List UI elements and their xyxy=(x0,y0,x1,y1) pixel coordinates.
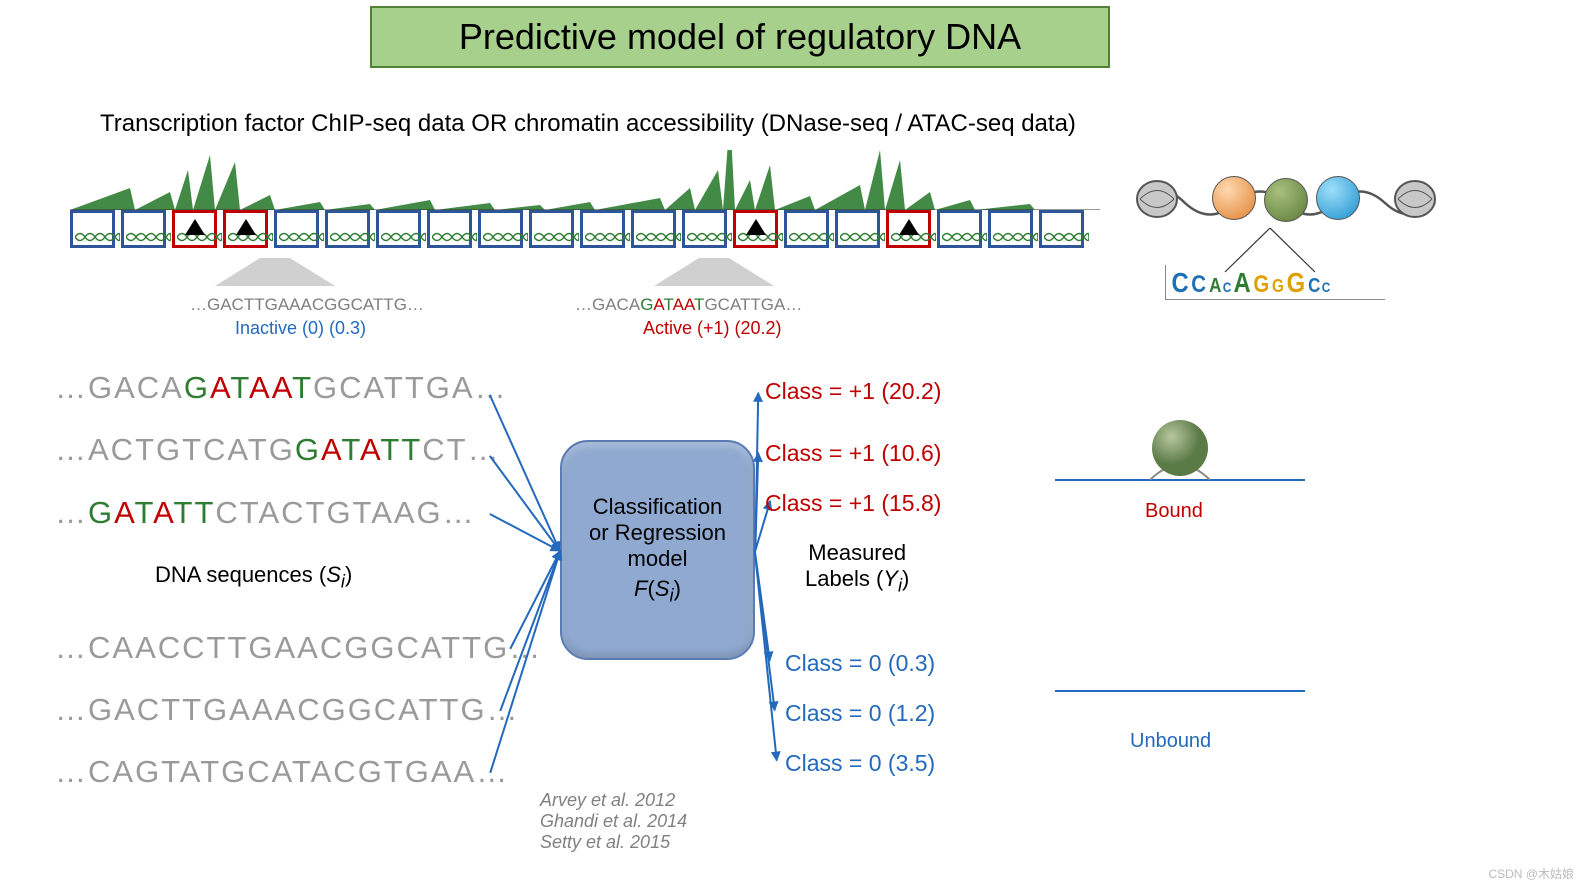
track-box xyxy=(937,210,982,248)
model-line2: or Regression xyxy=(589,520,726,546)
model-line3: model xyxy=(589,546,726,572)
tf-ball-1 xyxy=(1212,176,1256,220)
measured-labels: Measured Labels (Yi) xyxy=(805,540,909,596)
track-box xyxy=(733,210,778,248)
tf-ball-3 xyxy=(1316,176,1360,220)
sequence-negative: …CAGTATGCATACGTGAA… xyxy=(55,754,509,790)
track-box xyxy=(274,210,319,248)
class-negative: Class = 0 (3.5) xyxy=(785,750,935,777)
track-box xyxy=(427,210,472,248)
model-line1: Classification xyxy=(589,494,726,520)
track-box xyxy=(784,210,829,248)
track-box xyxy=(376,210,421,248)
watermark: CSDN @木姑娘 xyxy=(1488,865,1574,882)
track-box xyxy=(682,210,727,248)
sequence-positive: …ACTGTCATGGATATTCT… xyxy=(55,432,501,468)
arrow-in xyxy=(490,513,561,551)
inactive-label: Inactive (0) (0.3) xyxy=(235,318,366,339)
bound-label: Bound xyxy=(1145,500,1203,523)
track-box xyxy=(172,210,217,248)
model-formula: F(Si) xyxy=(589,576,726,606)
active-region-seq: …GACAGATAATGCATTGA… xyxy=(575,295,802,315)
model-box: Classification or Regression model F(Si) xyxy=(560,440,755,660)
peak-marker-icon xyxy=(185,219,205,235)
track-box xyxy=(223,210,268,248)
dna-sequences-label: DNA sequences (Si) xyxy=(155,562,352,592)
active-label: Active (+1) (20.2) xyxy=(643,318,782,339)
track-box xyxy=(1039,210,1084,248)
bound-diagram xyxy=(1050,410,1310,505)
track-boxes xyxy=(70,210,1084,248)
class-positive: Class = +1 (20.2) xyxy=(765,378,941,405)
track-subtitle: Transcription factor ChIP-seq data OR ch… xyxy=(100,110,1076,138)
sequence-negative: …GACTTGAAACGGCATTG… xyxy=(55,692,520,728)
sequence-positive: …GATATTCTACTGTAAG… xyxy=(55,495,476,531)
track-box xyxy=(478,210,523,248)
genomic-track xyxy=(70,150,1100,250)
class-negative: Class = 0 (1.2) xyxy=(785,700,935,727)
track-box xyxy=(70,210,115,248)
page-title: Predictive model of regulatory DNA xyxy=(370,6,1110,68)
cone-inactive xyxy=(215,258,335,286)
cone-active xyxy=(654,258,774,286)
signal-plot xyxy=(70,150,1100,210)
peak-marker-icon xyxy=(899,219,919,235)
class-positive: Class = +1 (15.8) xyxy=(765,490,941,517)
unbound-label: Unbound xyxy=(1130,730,1211,753)
arrow-in xyxy=(489,455,560,551)
track-box xyxy=(529,210,574,248)
sequence-positive: …GACAGATAATGCATTGA… xyxy=(55,370,508,406)
track-box xyxy=(835,210,880,248)
references: Arvey et al. 2012Ghandi et al. 2014Setty… xyxy=(540,790,687,853)
peak-marker-icon xyxy=(746,219,766,235)
track-box xyxy=(121,210,166,248)
class-negative: Class = 0 (0.3) xyxy=(785,650,935,677)
sequence-logo: CCACAGGGCC xyxy=(1165,265,1385,300)
track-box xyxy=(886,210,931,248)
peak-marker-icon xyxy=(236,219,256,235)
track-box xyxy=(631,210,676,248)
unbound-line xyxy=(1055,690,1305,692)
inactive-region-seq: …GACTTGAAACGGCATTG… xyxy=(190,295,424,315)
sequence-negative: …CAACCTTGAACGGCATTG… xyxy=(55,630,542,666)
track-box xyxy=(325,210,370,248)
track-box xyxy=(580,210,625,248)
tf-ball-2 xyxy=(1264,178,1308,222)
arrow-in xyxy=(489,394,560,551)
class-positive: Class = +1 (10.6) xyxy=(765,440,941,467)
track-box xyxy=(988,210,1033,248)
